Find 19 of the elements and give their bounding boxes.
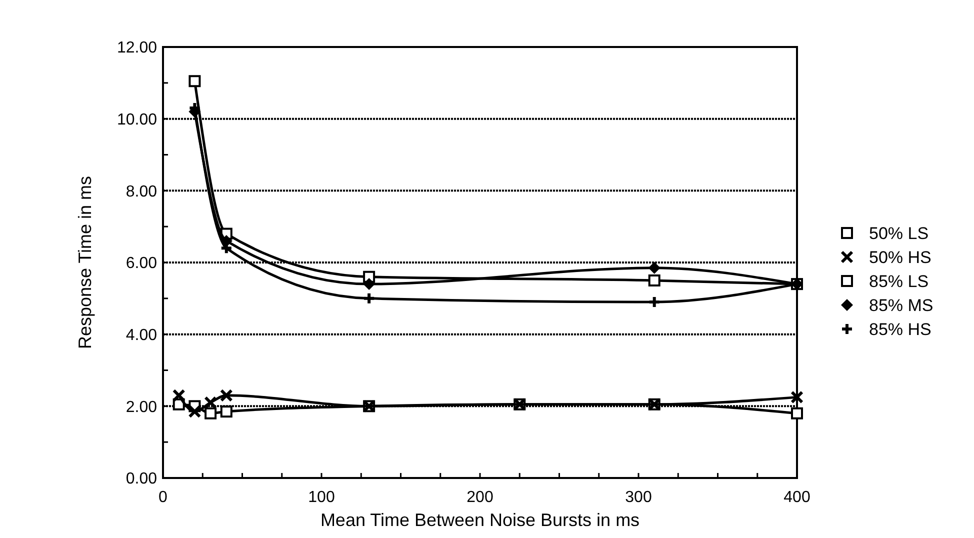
x-tick-label: 0 [158, 489, 168, 506]
legend-label: 85% HS [869, 320, 932, 339]
legend-label: 50% LS [869, 224, 929, 243]
y-axis-title: Response Time in ms [75, 176, 95, 350]
legend-label: 50% HS [869, 248, 932, 267]
y-tick-label: 6.00 [126, 255, 158, 272]
y-tick-label: 10.00 [116, 111, 158, 128]
y-tick-label: 8.00 [126, 183, 158, 200]
x-tick-label: 400 [784, 489, 810, 506]
x-tick-label: 300 [625, 489, 652, 506]
x-tick-label: 100 [308, 489, 335, 506]
legend-label: 85% LS [869, 272, 929, 291]
y-tick-label: 2.00 [126, 398, 158, 416]
y-tick-label: 12.00 [116, 40, 158, 57]
legend-label: 85% MS [869, 296, 934, 315]
x-tick-label: 200 [466, 489, 494, 506]
x-axis-title: Mean Time Between Noise Bursts in ms [320, 510, 640, 530]
y-tick-label: 4.00 [126, 326, 158, 344]
y-tick-label: 0.00 [126, 470, 158, 488]
